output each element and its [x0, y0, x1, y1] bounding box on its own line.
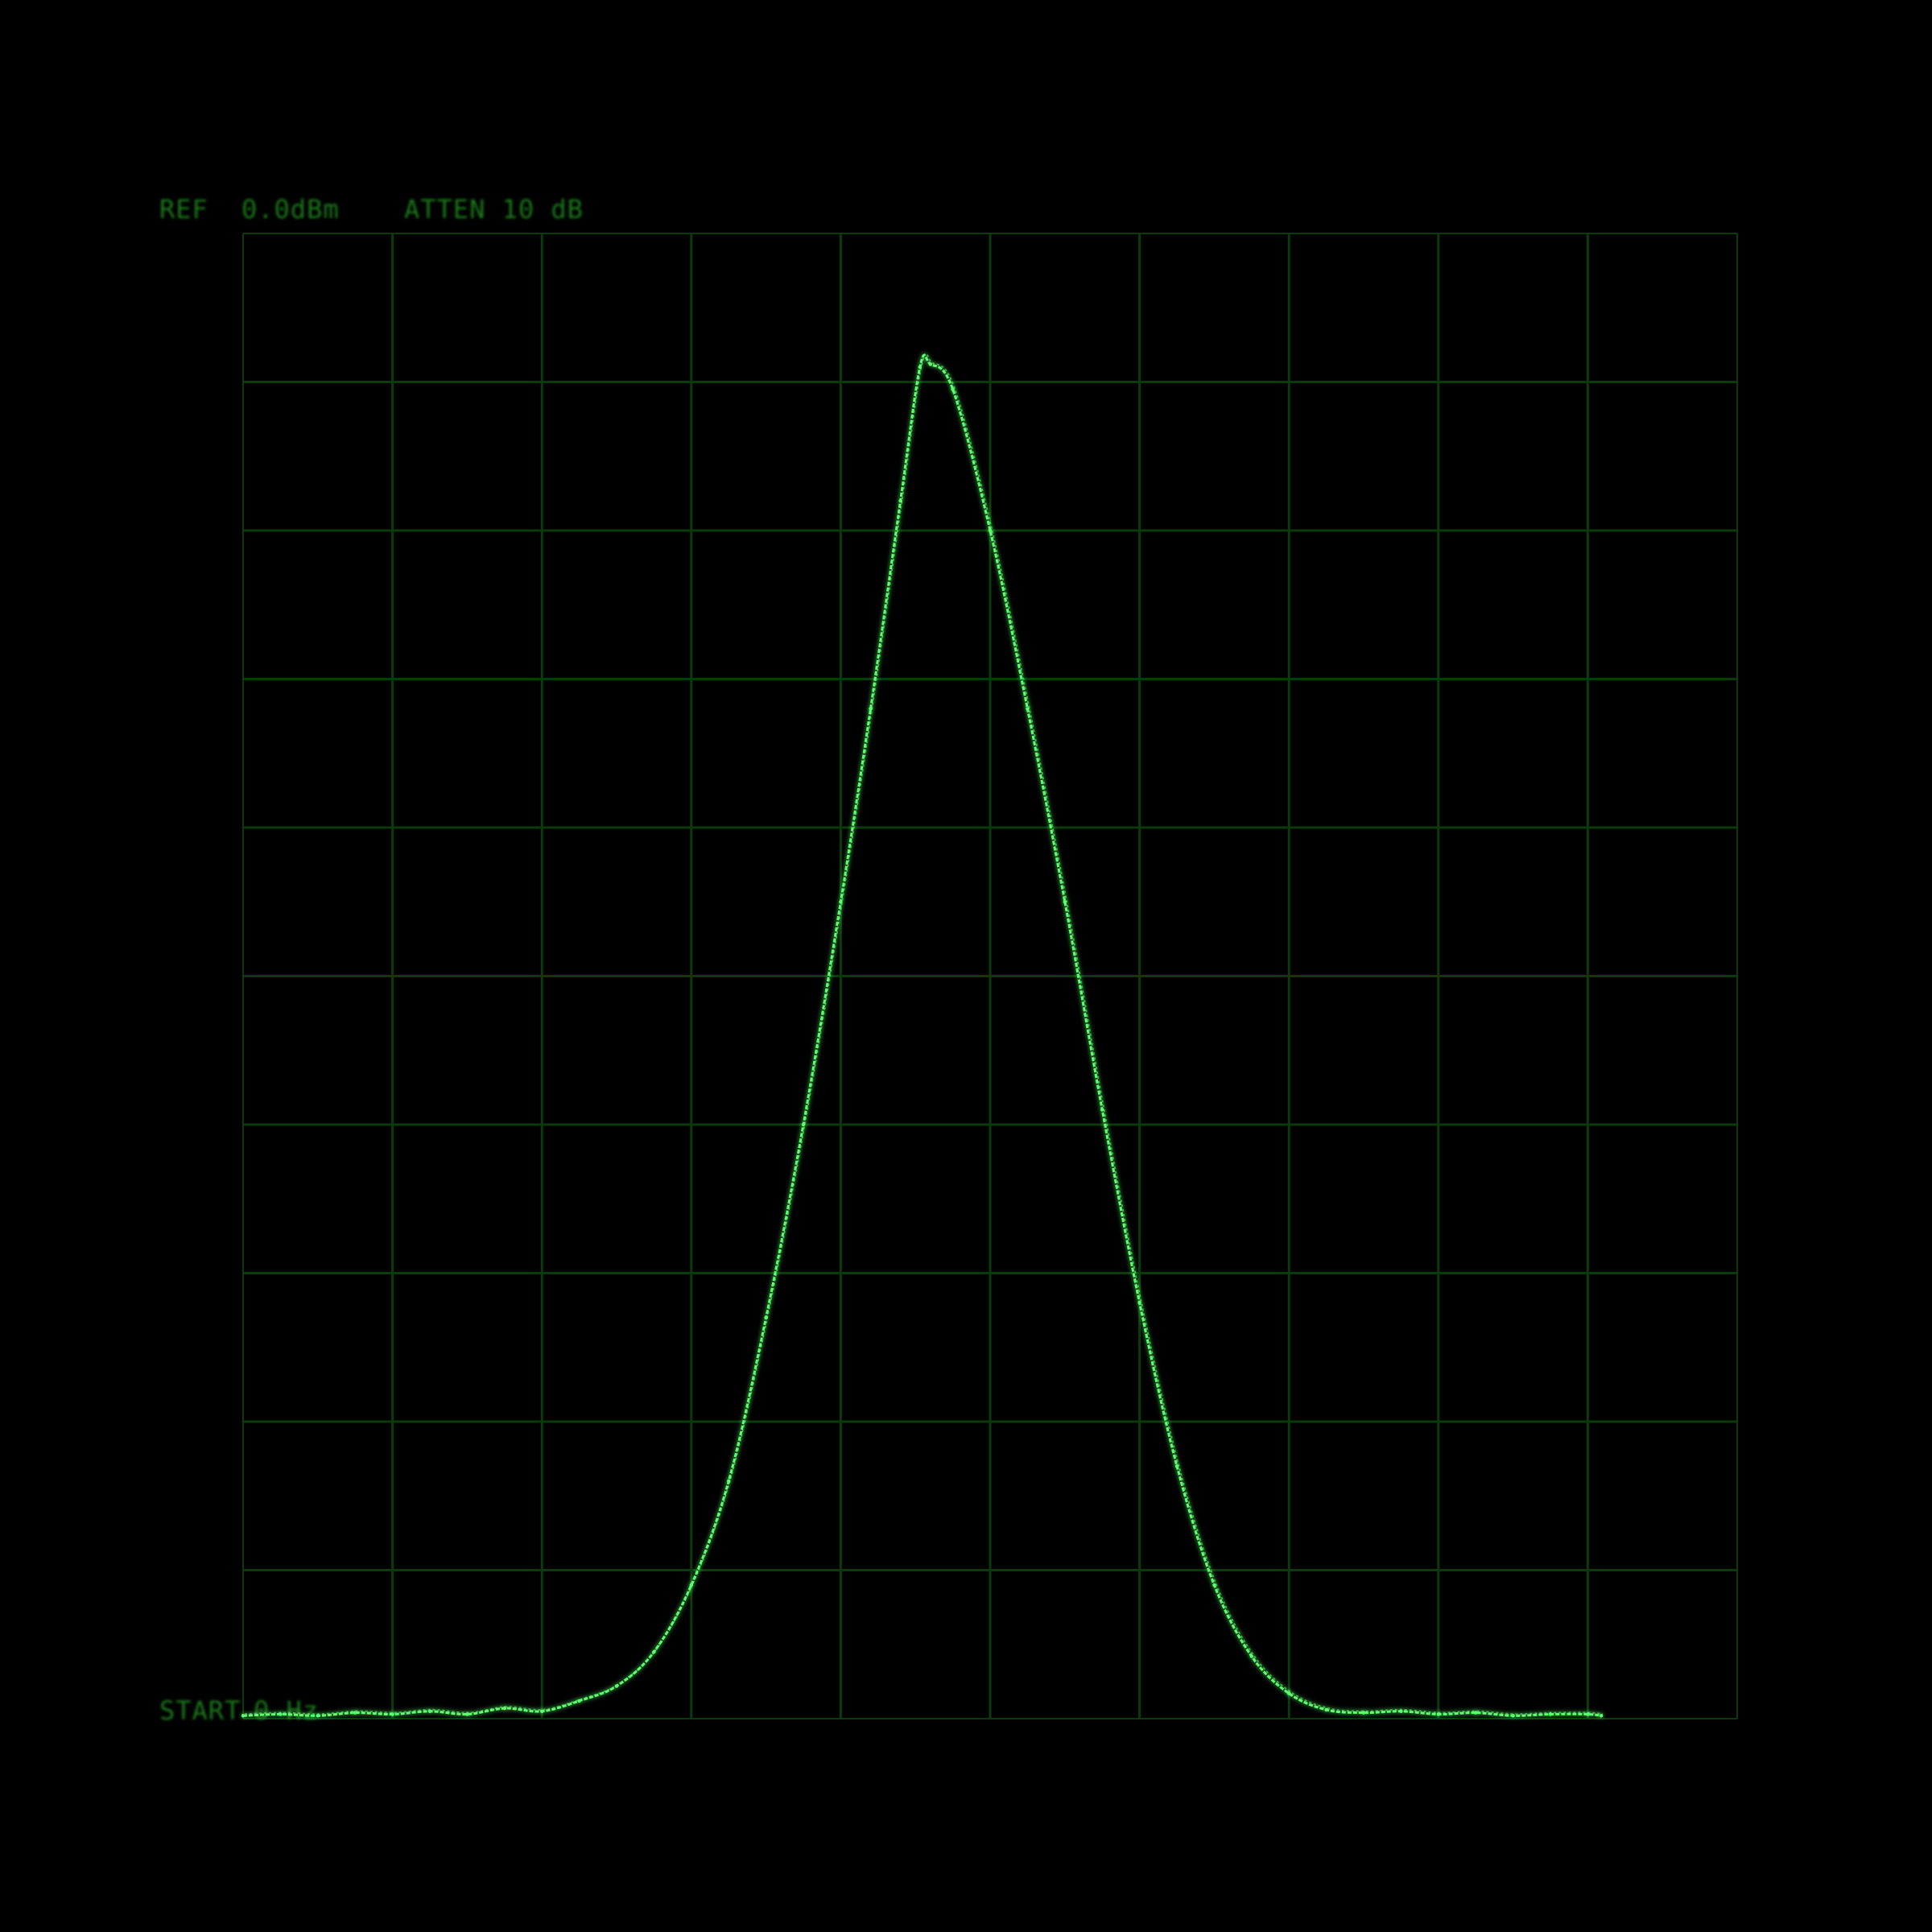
trace-point	[1511, 1714, 1515, 1718]
trace-point	[988, 528, 993, 533]
trace-point	[390, 1712, 394, 1716]
trace-point	[869, 707, 873, 711]
trace-line-persistence	[244, 353, 1604, 1715]
trace-point	[465, 1712, 469, 1716]
trace-point	[928, 362, 933, 366]
trace-point	[1137, 1301, 1141, 1305]
trace-point	[427, 1709, 432, 1713]
trace-point	[1063, 900, 1067, 904]
trace-point	[898, 498, 902, 503]
trace-point	[316, 1714, 320, 1718]
trace-group	[241, 353, 1604, 1718]
trace-point	[1599, 1714, 1604, 1718]
trace-point	[1287, 1691, 1291, 1695]
trace-point	[918, 365, 923, 369]
trace-point	[689, 1583, 693, 1587]
trace-point	[1026, 707, 1030, 711]
trace-point	[1436, 1712, 1441, 1716]
trace-point	[1174, 1464, 1179, 1468]
trace-point	[652, 1649, 656, 1654]
trace-point	[1100, 1108, 1104, 1112]
trace-point	[801, 1122, 806, 1127]
trace-point	[951, 387, 955, 391]
trace-point	[241, 1714, 246, 1718]
trace-point	[1548, 1712, 1553, 1716]
trace-point	[1324, 1707, 1328, 1712]
trace-point	[839, 900, 843, 904]
trace-point	[279, 1712, 283, 1716]
trace-point	[1586, 1712, 1590, 1716]
trace-line	[242, 353, 1602, 1717]
ref-label: REF	[159, 194, 208, 225]
trace-point	[1474, 1711, 1478, 1715]
trace-point	[502, 1706, 506, 1711]
start-value: 0 Hz	[254, 1695, 319, 1726]
trace-point	[727, 1479, 731, 1484]
trace-point	[1212, 1583, 1216, 1587]
trace-point	[614, 1684, 619, 1688]
ref-value: 0.0dBm	[242, 194, 340, 225]
atten-label: ATTEN 10 dB	[404, 194, 584, 225]
trace-point	[1399, 1709, 1403, 1713]
trace-point	[540, 1709, 544, 1713]
start-label: START	[159, 1695, 241, 1726]
trace-point	[1249, 1654, 1254, 1658]
trace-point	[764, 1315, 768, 1320]
trace-point	[1361, 1711, 1366, 1715]
trace-point	[353, 1711, 357, 1715]
trace-point	[577, 1699, 581, 1703]
